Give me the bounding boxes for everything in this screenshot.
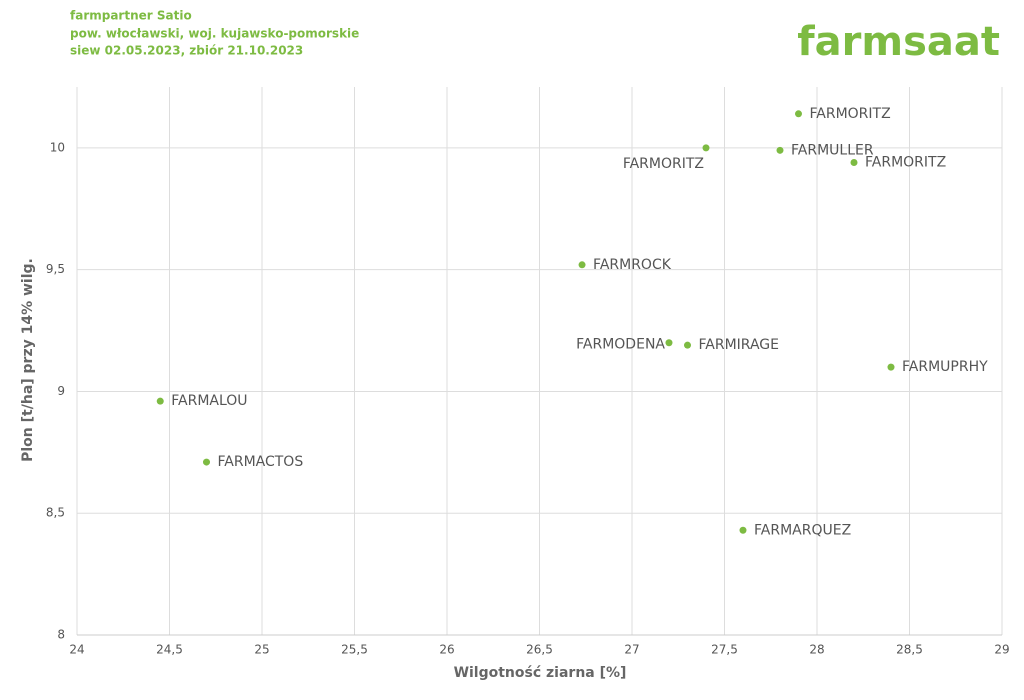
point xyxy=(665,339,673,347)
x-axis-label: Wilgotność ziarna [%] xyxy=(454,665,627,681)
x-tick-label: 27 xyxy=(624,643,639,657)
point xyxy=(850,159,858,167)
x-tick-label: 25,5 xyxy=(341,643,368,657)
x-tick-label: 26,5 xyxy=(526,643,553,657)
point-label: FARMORITZ xyxy=(865,155,946,171)
y-tick-label: 9,5 xyxy=(46,262,65,276)
point-label: FARMIRAGE xyxy=(699,337,779,353)
point-label: FARMROCK xyxy=(593,257,672,273)
header-line: siew 02.05.2023, zbiór 21.10.2023 xyxy=(70,44,303,58)
logo: farmsaat xyxy=(797,19,1000,65)
point xyxy=(887,363,895,371)
x-tick-label: 28 xyxy=(809,643,824,657)
point-label: FARMULLER xyxy=(791,142,874,158)
header-line: pow. włocławski, woj. kujawsko-pomorskie xyxy=(70,27,359,41)
point-label: FARMUPRHY xyxy=(902,359,988,375)
point xyxy=(578,261,586,269)
x-tick-label: 26 xyxy=(439,643,454,657)
point xyxy=(702,144,710,152)
point-label: FARMARQUEZ xyxy=(754,522,851,538)
x-tick-label: 24,5 xyxy=(156,643,183,657)
point xyxy=(684,341,691,349)
point xyxy=(156,397,164,405)
x-tick-label: 24 xyxy=(69,643,84,657)
y-tick-label: 8,5 xyxy=(46,506,65,520)
x-tick-label: 25 xyxy=(254,643,269,657)
point-label: FARMALOU xyxy=(171,393,247,409)
x-tick-label: 28,5 xyxy=(896,643,923,657)
point-label: FARMORITZ xyxy=(623,156,704,172)
y-tick-label: 8 xyxy=(57,628,65,642)
x-tick-label: 27,5 xyxy=(711,643,738,657)
y-tick-label: 9 xyxy=(57,384,65,398)
point-label: FARMODENA xyxy=(576,337,665,353)
point xyxy=(203,458,210,466)
point xyxy=(739,526,747,534)
header-line: farmpartner Satio xyxy=(70,9,192,23)
point xyxy=(776,146,784,154)
point xyxy=(795,110,802,118)
y-tick-label: 10 xyxy=(50,140,65,154)
y-axis-label: Plon [t/ha] przy 14% wilg. xyxy=(20,258,36,462)
point-label: FARMORITZ xyxy=(810,106,891,122)
x-tick-label: 29 xyxy=(994,643,1009,657)
point-label: FARMACTOS xyxy=(218,454,304,470)
